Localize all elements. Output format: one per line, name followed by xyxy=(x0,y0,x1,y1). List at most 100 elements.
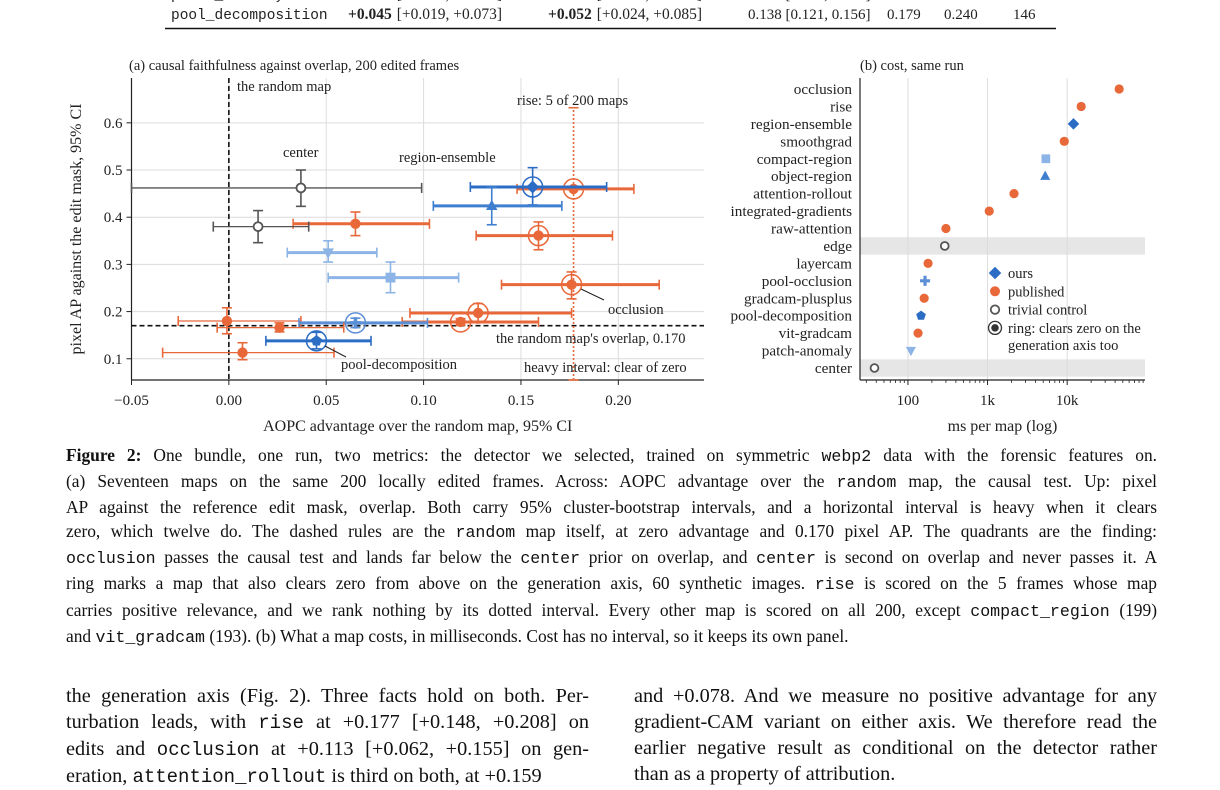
cell-value: +0.045 xyxy=(348,6,392,23)
marker xyxy=(221,315,233,327)
code: occlusion xyxy=(156,739,260,761)
marker xyxy=(455,316,466,328)
cell-value: +0.052 xyxy=(548,6,592,23)
ring xyxy=(305,330,328,352)
text-line: gradient-CAM variant on either axis. We … xyxy=(634,709,1157,735)
marker xyxy=(905,346,916,357)
marker xyxy=(349,317,362,329)
x-tick-label: 0.20 xyxy=(605,393,631,409)
text-line: Figure 2: One bundle, one run, two metri… xyxy=(66,443,1157,469)
table-cell: +0.045 [+0.019, +0.073] xyxy=(348,6,502,23)
text-line: AP against the reference edit mask, over… xyxy=(66,495,1157,519)
annotation: the random map's overlap, 0.170 xyxy=(496,331,685,347)
category-label: pool-decomposition xyxy=(731,308,853,325)
marker xyxy=(941,223,951,234)
text: map itself, at zero advantage and 0.170 … xyxy=(515,521,1157,542)
code: center xyxy=(520,549,581,569)
cell-interval: [+0.024, +0.085] xyxy=(597,6,702,23)
text: is third on both, at +0.159 xyxy=(326,765,542,787)
x-tick-label: 0.00 xyxy=(216,393,242,409)
text: map, the causal test. Up: pixel xyxy=(896,471,1157,492)
marker xyxy=(568,183,579,195)
category-label: occlusion xyxy=(794,81,853,98)
text-line: occlusion passes the causal test and lan… xyxy=(66,545,1157,571)
cell-interval: [+0.028, +0.088] xyxy=(597,0,702,3)
category-label: region-ensemble xyxy=(751,116,852,133)
text-line: the generation axis (Fig. 2). Three fact… xyxy=(66,683,589,709)
row-band xyxy=(860,359,1145,377)
marker xyxy=(486,199,498,211)
x-tick-label: −0.05 xyxy=(114,393,149,409)
category-label: gradcam-plusplus xyxy=(744,290,852,307)
category-label: rise xyxy=(830,98,852,115)
leader-line xyxy=(580,288,605,301)
text: earlier negative result as conditional o… xyxy=(634,737,1157,759)
text-line: (a) Seventeen maps on the same 200 local… xyxy=(66,469,1157,495)
text: (193). (b) What a map costs, in millisec… xyxy=(205,625,849,646)
table-cell: 0.138 [0.121, 0.156] xyxy=(748,7,871,23)
caption: Figure 2: One bundle, one run, two metri… xyxy=(66,443,1157,650)
marker xyxy=(566,279,577,290)
text-line: ring marks a map that also clears zero f… xyxy=(66,571,1157,597)
text: turbation leads, with xyxy=(66,711,259,733)
text-line: than as a property of attribution. xyxy=(634,761,1157,787)
text-line: turbation leads, with rise at +0.177 [+0… xyxy=(66,709,589,736)
x-axis-label: ms per map (log) xyxy=(948,418,1058,435)
text: data with the forensic features on. xyxy=(871,445,1157,465)
cell-interval: [+0.019, +0.073] xyxy=(397,6,502,23)
table-cell: +0.060 [+0.028, +0.088] xyxy=(548,0,702,3)
text: passes the causal test and lands far bel… xyxy=(155,547,521,568)
row-band xyxy=(860,237,1145,255)
marker xyxy=(1076,101,1086,112)
text-line: and vit_gradcam (193). (b) What a map co… xyxy=(66,624,1157,650)
marker xyxy=(350,218,361,230)
text: and xyxy=(66,625,96,646)
category-label: edge xyxy=(823,238,852,255)
marker xyxy=(1067,118,1080,130)
marker xyxy=(939,241,950,251)
text: zero, which twelve do. The dashed rules … xyxy=(66,521,456,542)
code: compact_region xyxy=(970,601,1110,621)
annotation: occlusion xyxy=(608,302,664,318)
table-cell: 0.325 [0.305, 0.350] xyxy=(748,0,871,3)
code: rise xyxy=(814,575,855,595)
code: occlusion xyxy=(66,549,156,569)
y-tick-label: 0.3 xyxy=(104,257,123,273)
text: is scored on the 5 frames whose map xyxy=(854,573,1157,594)
marker xyxy=(1059,136,1069,146)
table-cell: +0.051 [+0.030, +0.076] xyxy=(348,0,502,3)
marker xyxy=(916,310,926,320)
figure-label: Figure 2: xyxy=(66,445,142,465)
category-label: layercam xyxy=(796,255,852,272)
marker xyxy=(274,322,285,333)
text: (a) Seventeen maps on the same 200 local… xyxy=(66,471,837,492)
marker xyxy=(991,324,999,332)
category-label: pool-occlusion xyxy=(762,273,853,290)
x-axis-label: AOPC advantage over the random map, 95% … xyxy=(263,418,572,435)
text-line: edits and occlusion at +0.113 [+0.062, +… xyxy=(66,736,589,763)
table-cell: 0.403 xyxy=(944,0,978,3)
category-label: integrated-gradients xyxy=(731,203,853,220)
annotation: pool-decomposition xyxy=(341,357,458,373)
marker xyxy=(295,182,307,194)
ring xyxy=(344,312,367,334)
category-label: center xyxy=(815,360,852,377)
cell-value: +0.060 xyxy=(548,0,592,3)
ring xyxy=(562,178,585,200)
text: One bundle, one run, two metrics: the de… xyxy=(141,445,822,465)
code: random xyxy=(455,523,516,543)
cell-interval: [+0.030, +0.076] xyxy=(397,0,502,3)
x-tick-label: 0.10 xyxy=(410,393,436,409)
code: random xyxy=(836,473,897,493)
text-line: eration, attention_rollout is third on b… xyxy=(66,763,589,790)
annotation: the random map xyxy=(237,79,331,95)
marker xyxy=(533,230,544,241)
legend-label: ring: clears zero on the xyxy=(1008,321,1141,337)
code: webp2 xyxy=(821,447,872,466)
text-line: carries positive relevance, and we rank … xyxy=(66,598,1157,624)
category-label: smoothgrad xyxy=(780,133,852,150)
text: than as a property of attribution. xyxy=(634,763,896,785)
marker xyxy=(988,266,1002,280)
annotation: rise: 5 of 200 maps xyxy=(517,93,629,109)
